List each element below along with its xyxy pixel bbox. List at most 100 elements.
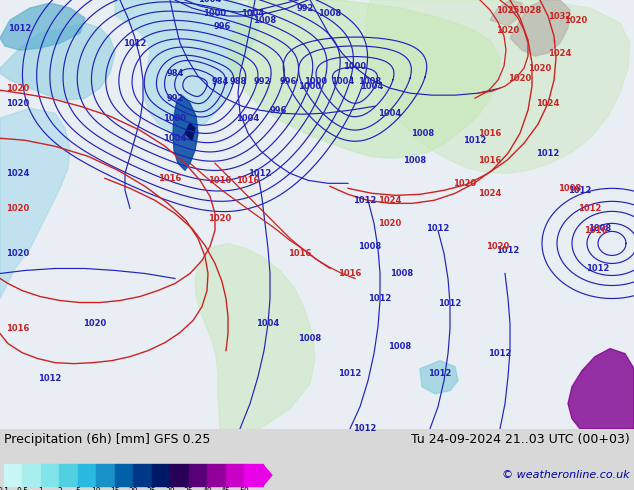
Bar bbox=[78, 465, 96, 486]
Text: 1024: 1024 bbox=[378, 196, 402, 205]
Bar bbox=[207, 465, 226, 486]
Polygon shape bbox=[0, 108, 70, 298]
Text: 1008: 1008 bbox=[254, 16, 276, 24]
Text: 1020: 1020 bbox=[209, 214, 231, 223]
Text: 1004: 1004 bbox=[242, 8, 264, 18]
Text: 1024: 1024 bbox=[6, 169, 30, 178]
Text: 1020: 1020 bbox=[6, 84, 30, 93]
Bar bbox=[189, 465, 207, 486]
Text: 1008: 1008 bbox=[559, 184, 581, 193]
Text: 1000: 1000 bbox=[164, 114, 186, 122]
Text: 1000: 1000 bbox=[204, 8, 226, 18]
Text: 1004: 1004 bbox=[256, 319, 280, 328]
Text: 5: 5 bbox=[75, 487, 81, 490]
Polygon shape bbox=[185, 123, 195, 140]
Text: Tu 24-09-2024 21..03 UTC (00+03): Tu 24-09-2024 21..03 UTC (00+03) bbox=[411, 433, 630, 446]
Text: 1012: 1012 bbox=[586, 264, 610, 273]
Polygon shape bbox=[568, 348, 634, 429]
Bar bbox=[133, 465, 152, 486]
Text: 1020: 1020 bbox=[508, 74, 532, 83]
Polygon shape bbox=[510, 0, 570, 56]
Text: 1016: 1016 bbox=[478, 129, 501, 138]
Text: 1016: 1016 bbox=[209, 176, 231, 185]
Polygon shape bbox=[262, 465, 272, 486]
Polygon shape bbox=[0, 3, 85, 50]
Text: 10: 10 bbox=[91, 487, 101, 490]
Text: 0.1: 0.1 bbox=[0, 487, 10, 490]
Text: 1016: 1016 bbox=[6, 324, 30, 333]
Text: 1016: 1016 bbox=[339, 269, 361, 278]
Text: 1004: 1004 bbox=[236, 114, 260, 122]
Text: 1004: 1004 bbox=[332, 76, 354, 86]
Text: 1012: 1012 bbox=[438, 299, 462, 308]
Bar bbox=[22, 465, 41, 486]
Polygon shape bbox=[366, 0, 630, 173]
Text: 1012: 1012 bbox=[429, 369, 451, 378]
Text: 1000: 1000 bbox=[344, 62, 366, 71]
Text: 996: 996 bbox=[280, 76, 297, 86]
Text: 30: 30 bbox=[165, 487, 175, 490]
Polygon shape bbox=[490, 0, 522, 26]
Text: 984: 984 bbox=[166, 69, 184, 77]
Text: 992: 992 bbox=[296, 3, 314, 13]
Text: 1008: 1008 bbox=[411, 129, 434, 138]
Text: 1016: 1016 bbox=[585, 226, 607, 235]
Text: 20: 20 bbox=[129, 487, 138, 490]
Text: 35: 35 bbox=[184, 487, 193, 490]
Text: 1020: 1020 bbox=[486, 242, 510, 251]
Text: 50: 50 bbox=[239, 487, 249, 490]
Text: 1012: 1012 bbox=[496, 246, 520, 255]
Text: 1020: 1020 bbox=[6, 249, 30, 258]
Text: 40: 40 bbox=[202, 487, 212, 490]
Text: 1012: 1012 bbox=[463, 136, 487, 145]
Text: 1024: 1024 bbox=[548, 49, 572, 58]
Text: 1012: 1012 bbox=[8, 24, 32, 32]
Text: 1008: 1008 bbox=[299, 334, 321, 343]
Text: 25: 25 bbox=[147, 487, 157, 490]
Text: 996: 996 bbox=[213, 22, 231, 30]
Text: 1008: 1008 bbox=[391, 269, 413, 278]
Text: Precipitation (6h) [mm] GFS 0.25: Precipitation (6h) [mm] GFS 0.25 bbox=[4, 433, 210, 446]
Text: © weatheronline.co.uk: © weatheronline.co.uk bbox=[502, 470, 630, 480]
Text: 1020: 1020 bbox=[6, 98, 30, 108]
Text: 1008: 1008 bbox=[358, 76, 382, 86]
Bar bbox=[4, 465, 22, 486]
Polygon shape bbox=[420, 361, 458, 393]
Text: 1012: 1012 bbox=[249, 169, 272, 178]
Text: 984: 984 bbox=[211, 76, 229, 86]
Text: 1020: 1020 bbox=[453, 179, 477, 188]
Text: 1025: 1025 bbox=[496, 5, 520, 15]
Text: 1012: 1012 bbox=[426, 224, 450, 233]
Text: 1000: 1000 bbox=[304, 76, 328, 86]
Text: 1020: 1020 bbox=[496, 25, 520, 35]
Bar bbox=[96, 465, 115, 486]
Text: 45: 45 bbox=[221, 487, 231, 490]
Text: 1032: 1032 bbox=[548, 12, 572, 21]
Text: 1008: 1008 bbox=[389, 342, 411, 351]
Text: 1004: 1004 bbox=[198, 0, 222, 4]
Polygon shape bbox=[220, 0, 500, 158]
Text: 992: 992 bbox=[254, 76, 271, 86]
Text: 988: 988 bbox=[230, 76, 247, 86]
Text: 1008: 1008 bbox=[358, 242, 382, 251]
Text: 1016: 1016 bbox=[158, 174, 182, 183]
Text: 1012: 1012 bbox=[353, 424, 377, 433]
Text: 992: 992 bbox=[166, 94, 184, 103]
Text: 1004: 1004 bbox=[360, 82, 384, 91]
Bar bbox=[115, 465, 133, 486]
Text: 15: 15 bbox=[110, 487, 120, 490]
Text: 1012: 1012 bbox=[568, 186, 592, 195]
Polygon shape bbox=[195, 244, 315, 429]
Text: 1012: 1012 bbox=[488, 349, 512, 358]
Bar bbox=[41, 465, 60, 486]
Text: 1020: 1020 bbox=[528, 64, 552, 73]
Text: 1024: 1024 bbox=[478, 189, 501, 198]
Text: 1016: 1016 bbox=[288, 249, 312, 258]
Text: 1012: 1012 bbox=[578, 204, 602, 213]
Text: 2: 2 bbox=[57, 487, 61, 490]
Text: 1016: 1016 bbox=[478, 156, 501, 165]
Text: 0.5: 0.5 bbox=[16, 487, 29, 490]
Polygon shape bbox=[115, 0, 260, 133]
Text: 1024: 1024 bbox=[536, 98, 560, 108]
Text: 1008: 1008 bbox=[318, 8, 342, 18]
